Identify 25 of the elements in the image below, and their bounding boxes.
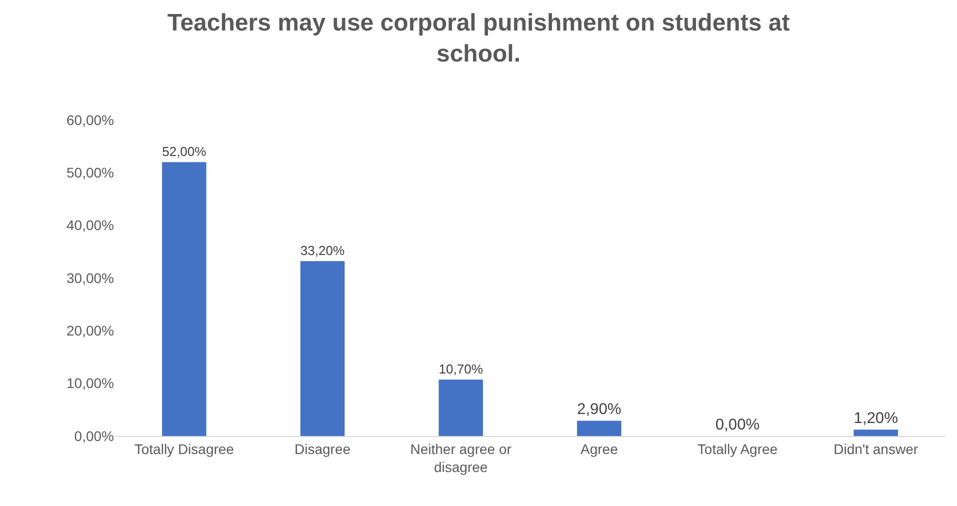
bar bbox=[300, 261, 345, 436]
x-tick-label: Totally Disagree bbox=[134, 440, 234, 457]
data-label: 52,00% bbox=[162, 144, 207, 160]
chart-title: Teachers may use corporal punishment on students at school. bbox=[167, 9, 790, 68]
bar bbox=[162, 162, 206, 436]
x-tick-label: Agree bbox=[580, 440, 618, 457]
y-tick-label: 20,00% bbox=[66, 322, 114, 339]
y-tick-label: 0,00% bbox=[74, 428, 114, 444]
y-tick-label: 60,00% bbox=[66, 112, 114, 128]
x-tick-label: Totally Agree bbox=[697, 440, 778, 457]
data-label: 10,70% bbox=[438, 362, 484, 377]
data-label: 33,20% bbox=[300, 243, 346, 258]
bar bbox=[577, 420, 622, 436]
data-label: 0,00% bbox=[715, 416, 760, 434]
y-tick-label: 50,00% bbox=[66, 164, 114, 181]
bar bbox=[438, 380, 483, 436]
y-tick-label: 10,00% bbox=[66, 375, 114, 392]
data-label: 2,90% bbox=[577, 401, 622, 418]
x-tick-label: Neither agree or disagree bbox=[410, 440, 512, 475]
bar bbox=[854, 430, 898, 436]
x-tick-label: Disagree bbox=[294, 440, 351, 457]
y-tick-label: 40,00% bbox=[66, 217, 114, 234]
x-tick-label: Didn't answer bbox=[834, 440, 918, 457]
y-tick-label: 30,00% bbox=[66, 270, 114, 286]
data-label: 1,20% bbox=[854, 410, 898, 428]
